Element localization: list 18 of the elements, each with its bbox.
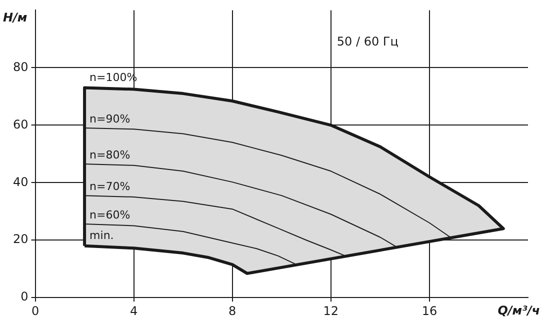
text: 50 / 60 Гц: [336, 34, 398, 48]
x-tick-label: 8: [228, 304, 236, 318]
y-tick-label: 0: [20, 290, 28, 304]
series-label: n=70%: [90, 180, 130, 193]
series-label: n=80%: [90, 148, 130, 162]
y-tick-label: 40: [12, 174, 28, 189]
series-label: n=60%: [90, 208, 130, 222]
y-axis-title: H/м: [3, 10, 28, 24]
x-axis-title: Q/м³/ч: [498, 304, 540, 318]
x-tick-label: 0: [31, 304, 40, 318]
y-tick-label: 20: [12, 232, 28, 246]
x-tick-label: 16: [422, 304, 438, 318]
x-tick-label: 4: [130, 304, 138, 318]
y-tick-label: 60: [12, 117, 28, 132]
y-tick-label: 80: [12, 60, 28, 74]
series-label: n=90%: [90, 112, 130, 126]
x-tick-label: 12: [323, 304, 339, 318]
annotation: min.: [90, 229, 114, 242]
